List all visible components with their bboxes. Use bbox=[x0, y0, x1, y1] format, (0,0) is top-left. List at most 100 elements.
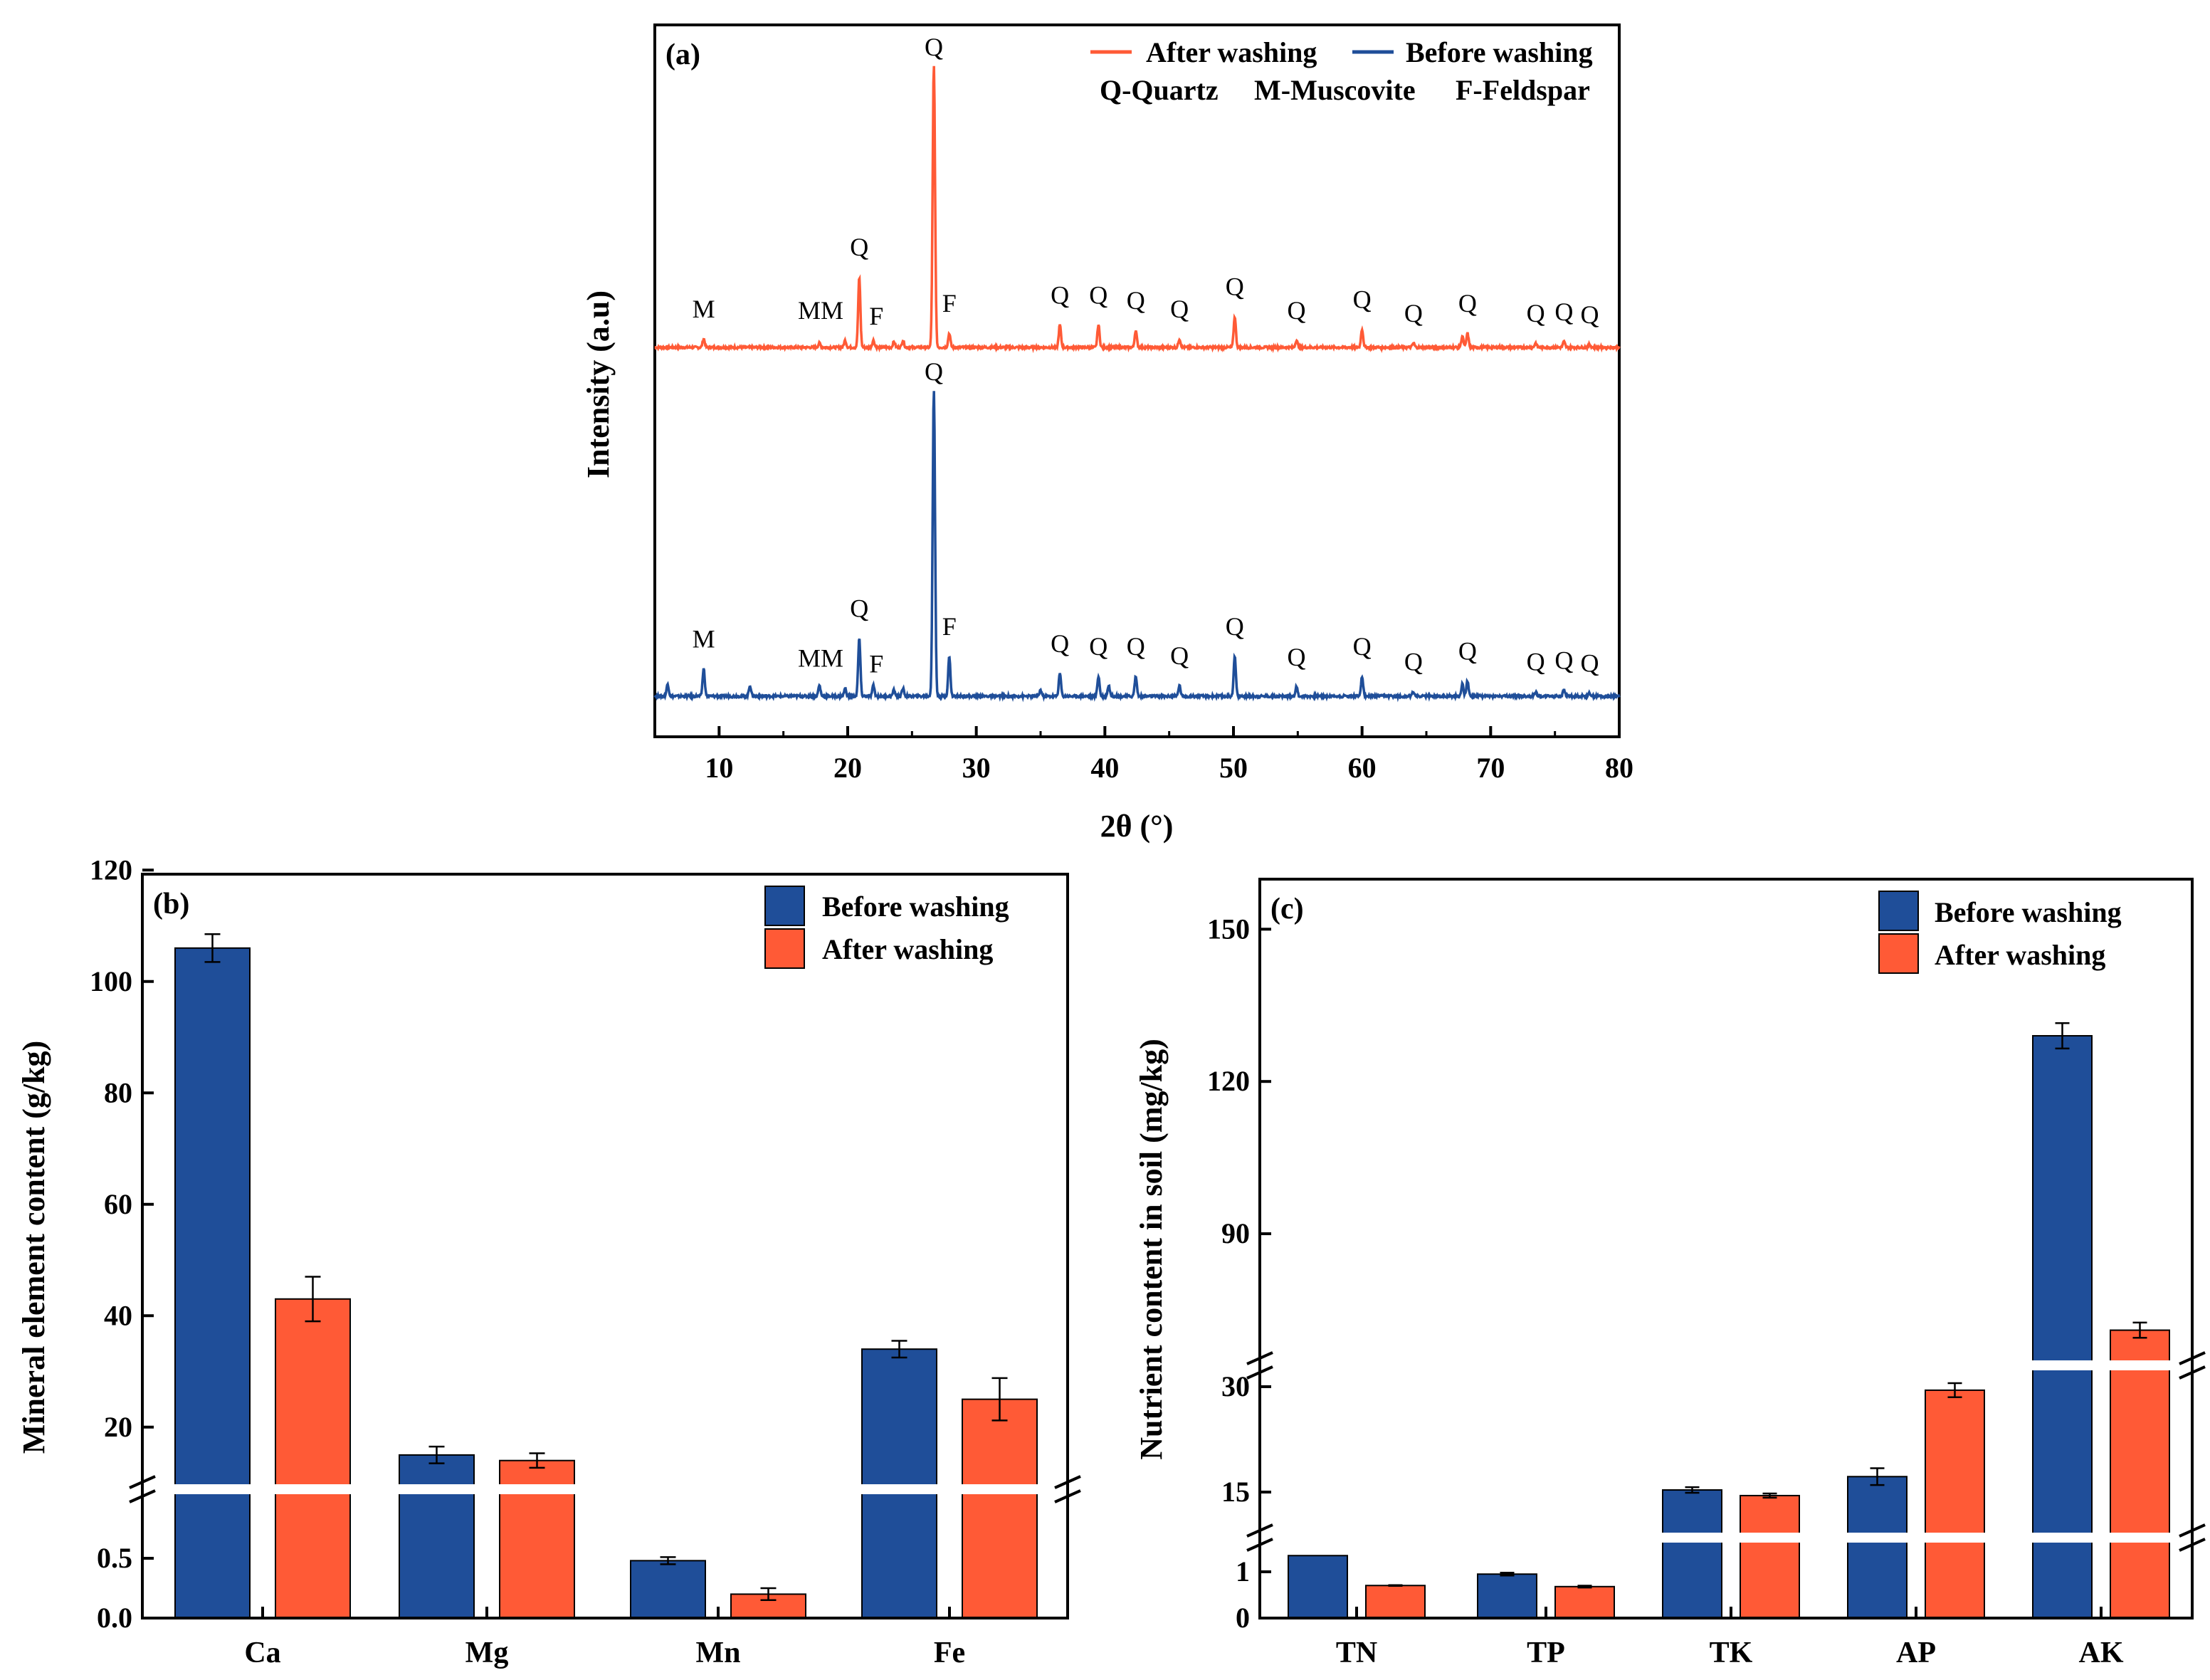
panel-a-frame bbox=[653, 23, 1621, 738]
peak-label-q: Q bbox=[925, 357, 943, 386]
bar-before-washing bbox=[1847, 1476, 1908, 1619]
peak-label-q: Q bbox=[925, 33, 943, 61]
legend-b-after-label: After washing bbox=[822, 933, 993, 965]
panel-c-plot-area: 0 1 15 30 90 120 150 TN TP TK AP AK bbox=[1207, 913, 2206, 1669]
category-label-ap: AP bbox=[1896, 1637, 1936, 1669]
peak-label-q: Q bbox=[1051, 280, 1069, 309]
legend-c-before-swatch bbox=[1878, 891, 1919, 931]
x-tick-label: 40 bbox=[1090, 752, 1119, 784]
panel-b-ylabel: Mineral element content (g/kg) bbox=[16, 1041, 51, 1454]
legend-c-before-label: Before washing bbox=[1935, 896, 2122, 928]
peak-label-q: Q bbox=[1404, 648, 1423, 676]
peak-label-mm: MM bbox=[798, 296, 843, 325]
x-tick-label: 80 bbox=[1605, 752, 1633, 784]
peak-label-q: Q bbox=[1089, 280, 1107, 309]
peak-label-q: Q bbox=[1288, 296, 1306, 325]
y-tick-label: 120 bbox=[90, 854, 132, 886]
legend-c-after-label: After washing bbox=[1935, 939, 2105, 971]
peak-label-q: Q bbox=[1127, 286, 1145, 315]
x-tick-label: 10 bbox=[705, 752, 733, 784]
peak-label-q: Q bbox=[1527, 648, 1545, 676]
peak-label-q: Q bbox=[850, 233, 868, 261]
peak-label-q: Q bbox=[1127, 632, 1145, 661]
legend-c-after-swatch bbox=[1878, 933, 1919, 974]
category-label-tp: TP bbox=[1527, 1637, 1565, 1669]
x-tick-label: 20 bbox=[833, 752, 862, 784]
peak-label-f: F bbox=[869, 302, 883, 330]
x-tick-label: 70 bbox=[1476, 752, 1505, 784]
y-tick-label: 30 bbox=[1221, 1370, 1250, 1402]
x-tick-label: 60 bbox=[1348, 752, 1377, 784]
legend-b-before-label: Before washing bbox=[822, 891, 1009, 923]
panel-a-xlabel: 2θ (°) bbox=[1100, 809, 1174, 844]
legend-before-label: Before washing bbox=[1406, 36, 1593, 68]
panel-c-nutrients: 0 1 15 30 90 120 150 TN TP TK AP AK (c) Before wash… bbox=[1134, 878, 2206, 1669]
axis-break-gap bbox=[145, 1484, 1065, 1494]
peak-label-q: Q bbox=[1170, 295, 1189, 323]
panel-b-label: (b) bbox=[153, 888, 189, 920]
peak-label-q: Q bbox=[1458, 289, 1477, 317]
legend-after-label: After washing bbox=[1146, 36, 1317, 68]
y-tick-label: 120 bbox=[1207, 1065, 1250, 1097]
peak-label-q: Q bbox=[1458, 637, 1477, 666]
y-tick-label: 15 bbox=[1221, 1476, 1250, 1508]
category-label-ca: Ca bbox=[244, 1637, 280, 1669]
legend-b-after-swatch bbox=[764, 928, 805, 969]
peak-label-f: F bbox=[942, 289, 957, 317]
peak-label-q: Q bbox=[1404, 299, 1423, 327]
before-washing-line bbox=[653, 391, 1621, 703]
bar-before-washing bbox=[861, 1348, 937, 1619]
bar-before-washing bbox=[1477, 1573, 1537, 1619]
panel-b-frame bbox=[141, 873, 1069, 1619]
panel-b-minerals: 0.0 0.5 20 40 60 80 100 120 Ca Mg Mn Fe (b) Before … bbox=[16, 854, 1081, 1669]
bar-after-washing bbox=[1365, 1585, 1426, 1619]
bar-after-washing bbox=[1554, 1585, 1615, 1619]
bar-after-washing bbox=[499, 1459, 575, 1619]
peak-label-f: F bbox=[942, 612, 957, 641]
category-label-tn: TN bbox=[1336, 1637, 1377, 1669]
bar-after-washing bbox=[962, 1398, 1038, 1619]
bar-after-washing bbox=[1925, 1389, 1985, 1619]
peak-label-q: Q bbox=[850, 594, 868, 622]
peak-label-q: Q bbox=[1580, 300, 1599, 329]
y-tick-label: 60 bbox=[104, 1188, 132, 1220]
axis-break-gap-lower bbox=[1263, 1533, 2189, 1543]
peak-label-m: M bbox=[693, 624, 715, 653]
panel-c-ylabel: Nutrient content in soil (mg/kg) bbox=[1134, 1039, 1169, 1460]
y-tick-label: 0.0 bbox=[97, 1602, 132, 1634]
y-tick-label: 80 bbox=[104, 1076, 132, 1108]
peak-label-q: Q bbox=[1353, 632, 1372, 661]
after-washing-line bbox=[654, 65, 1621, 354]
peak-label-mm: MM bbox=[798, 644, 843, 673]
y-tick-label: 0 bbox=[1236, 1602, 1250, 1634]
peak-label-q: Q bbox=[1554, 646, 1573, 674]
peak-label-m: M bbox=[693, 295, 715, 323]
bar-before-washing bbox=[174, 947, 251, 1619]
peak-label-q: Q bbox=[1527, 299, 1545, 327]
bar-before-washing bbox=[1662, 1489, 1722, 1619]
y-tick-label: 1 bbox=[1236, 1555, 1250, 1587]
panel-c-label: (c) bbox=[1270, 893, 1304, 925]
bar-before-washing bbox=[2032, 1035, 2093, 1619]
peak-label-q: Q bbox=[1051, 629, 1069, 658]
panel-b-plot-area: 0.0 0.5 20 40 60 80 100 120 Ca Mg Mn Fe bbox=[90, 854, 1081, 1669]
x-tick-label: 50 bbox=[1219, 752, 1248, 784]
y-tick-label: 150 bbox=[1207, 913, 1250, 945]
peak-label-q: Q bbox=[1353, 285, 1372, 313]
category-label-mg: Mg bbox=[465, 1637, 509, 1669]
bar-after-washing bbox=[1740, 1494, 1800, 1619]
peak-label-q: Q bbox=[1554, 298, 1573, 326]
y-tick-label: 20 bbox=[104, 1411, 132, 1443]
panel-a-label: (a) bbox=[665, 38, 700, 71]
bar-before-washing bbox=[399, 1454, 475, 1619]
peak-label-q: Q bbox=[1226, 272, 1244, 300]
category-label-ak: AK bbox=[2079, 1637, 2124, 1669]
panel-c-frame bbox=[1258, 878, 2194, 1619]
category-label-mn: Mn bbox=[696, 1637, 741, 1669]
bar-before-washing bbox=[630, 1560, 706, 1619]
axis-break-gap-upper bbox=[1263, 1360, 2189, 1370]
y-tick-label: 40 bbox=[104, 1299, 132, 1331]
